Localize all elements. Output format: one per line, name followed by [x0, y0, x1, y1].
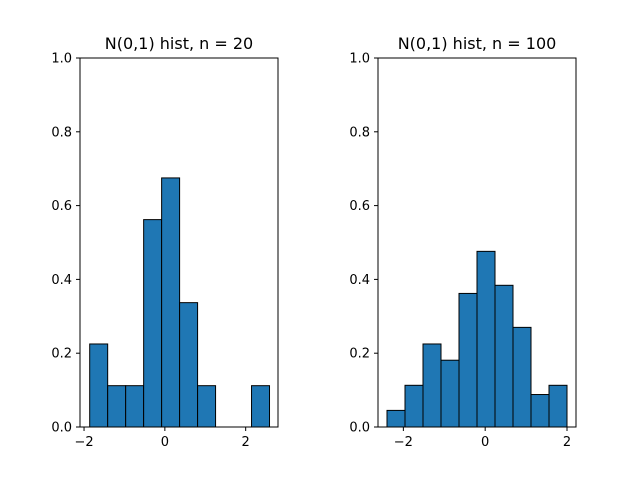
histogram-bar: [125, 385, 145, 428]
y-tick-label: 0.6: [51, 199, 72, 214]
histogram-bar: [197, 385, 217, 428]
y-tick-label: 0.6: [349, 199, 370, 214]
histogram-bar: [89, 343, 109, 428]
histogram-bar: [404, 384, 424, 428]
histogram-panel-n20: N(0,1) hist, n = 20 0.0 0.2 0.4 0.6 0.8 1.0 −2…: [51, 34, 279, 450]
histogram-bar: [422, 343, 442, 428]
x-tick-label: 0: [481, 435, 489, 450]
histogram-bar: [386, 409, 406, 428]
histogram-bar: [458, 292, 478, 428]
x-tick-label: 0: [161, 435, 169, 450]
axes-frame: [79, 57, 279, 428]
x-tick-label: 2: [242, 435, 250, 450]
x-tick-label: 2: [563, 435, 571, 450]
y-tick-label: 0.0: [51, 421, 72, 436]
chart-title: N(0,1) hist, n = 20: [105, 34, 253, 53]
y-tick-label: 0.8: [51, 125, 72, 140]
histogram-bar: [494, 284, 514, 428]
histogram-bar: [161, 177, 181, 428]
histogram-bar: [548, 384, 568, 428]
histogram-bar: [143, 219, 163, 428]
histogram-panel-n100: N(0,1) hist, n = 100 0.0 0.2 0.4 0.6 0.8 1.0 −…: [349, 34, 577, 450]
x-tick-label: −2: [394, 435, 413, 450]
y-tick-label: 0.8: [349, 125, 370, 140]
chart-title: N(0,1) hist, n = 100: [398, 34, 557, 53]
y-tick-label: 1.0: [349, 52, 370, 67]
y-tick-label: 1.0: [51, 52, 72, 67]
y-tick-label: 0.2: [349, 347, 370, 362]
histogram-bar: [440, 359, 460, 428]
axes-frame: [377, 57, 577, 428]
histogram-bar: [179, 302, 199, 428]
histogram-bar: [512, 326, 532, 428]
y-tick-label: 0.4: [349, 273, 370, 288]
histogram-bar: [251, 385, 271, 428]
y-tick-label: 0.4: [51, 273, 72, 288]
y-tick-label: 0.0: [349, 421, 370, 436]
x-tick-label: −2: [74, 435, 93, 450]
y-tick-label: 0.2: [51, 347, 72, 362]
histogram-bar: [476, 250, 496, 428]
histogram-bar: [530, 394, 550, 428]
histogram-bar: [107, 385, 127, 428]
